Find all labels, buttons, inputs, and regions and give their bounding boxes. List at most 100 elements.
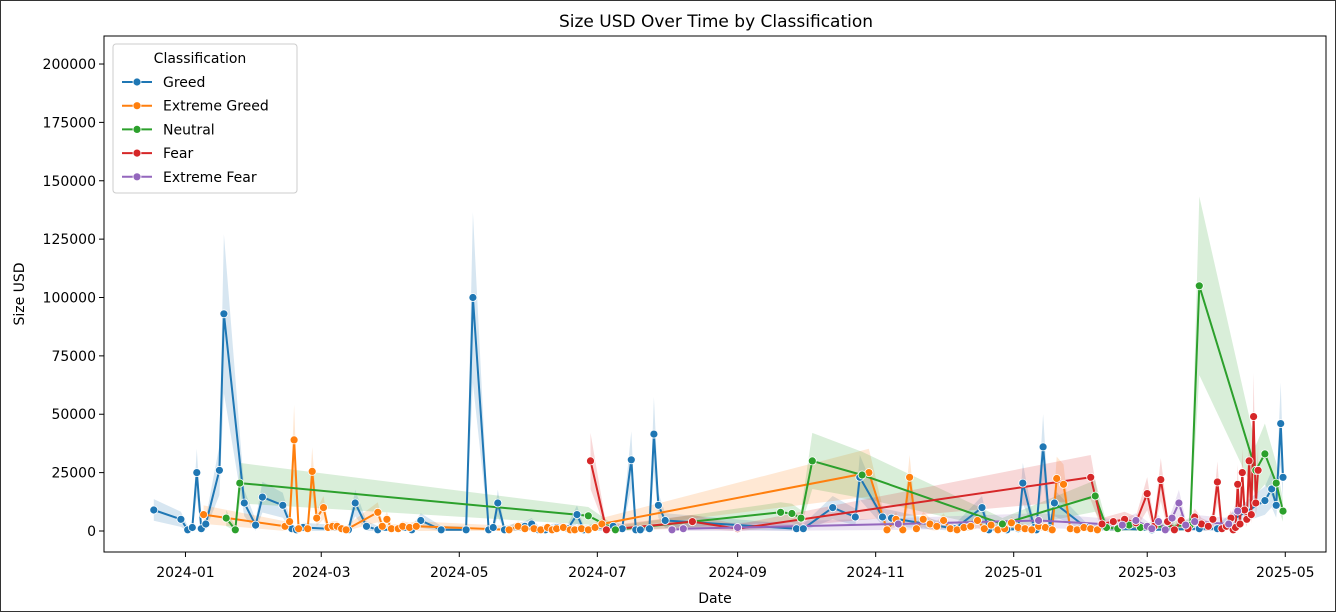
fear-data-point bbox=[586, 456, 595, 466]
extreme-greed-data-point bbox=[294, 524, 304, 534]
greed-data-point bbox=[828, 503, 838, 513]
greed-data-point bbox=[1276, 419, 1286, 429]
extreme-greed-data-point bbox=[1052, 474, 1062, 483]
y-tick-label: 75000 bbox=[51, 349, 96, 365]
extreme-greed-data-point bbox=[377, 521, 387, 531]
extreme-fear-data-point bbox=[1233, 506, 1243, 516]
greed-data-point bbox=[977, 503, 987, 513]
greed-data-point bbox=[798, 524, 808, 534]
y-tick-label: 200000 bbox=[43, 57, 96, 73]
fear-data-point bbox=[688, 517, 697, 526]
x-axis-title: Date bbox=[698, 591, 731, 607]
legend-marker-swatch bbox=[132, 77, 142, 87]
extreme-greed-data-point bbox=[303, 524, 313, 534]
y-tick-label: 125000 bbox=[43, 232, 96, 248]
extreme-greed-data-point bbox=[939, 516, 948, 525]
chart-title: Size USD Over Time by Classification bbox=[559, 12, 873, 32]
fear-data-point bbox=[1235, 519, 1245, 529]
fear-data-point bbox=[1086, 472, 1096, 482]
fear-data-point bbox=[1108, 517, 1118, 526]
extreme-greed-data-point bbox=[1059, 479, 1068, 489]
extreme-fear-data-point bbox=[1160, 525, 1170, 535]
greed-data-point bbox=[149, 505, 159, 515]
y-tick-label: 175000 bbox=[43, 115, 96, 131]
extreme-greed-data-point bbox=[312, 513, 322, 523]
fear-data-point bbox=[1213, 477, 1222, 487]
fear-data-point bbox=[1203, 521, 1213, 531]
fear-data-point bbox=[1097, 519, 1107, 529]
greed-data-point bbox=[1260, 496, 1270, 506]
greed-data-point bbox=[1018, 478, 1028, 488]
fear-data-point bbox=[1251, 498, 1261, 508]
extreme-greed-data-point bbox=[979, 524, 989, 534]
greed-data-point bbox=[187, 523, 197, 532]
greed-data-point bbox=[468, 293, 478, 302]
fear-data-point bbox=[1233, 479, 1243, 489]
extreme-greed-data-point bbox=[1027, 525, 1037, 535]
extreme-greed-data-point bbox=[1047, 525, 1057, 535]
greed-data-point bbox=[461, 525, 471, 535]
greed-data-point bbox=[654, 500, 663, 510]
legend-marker-swatch bbox=[132, 101, 142, 111]
neutral-data-point bbox=[796, 513, 806, 523]
greed-data-point bbox=[416, 516, 426, 525]
extreme-fear-data-point bbox=[1190, 517, 1200, 526]
extreme-greed-data-point bbox=[973, 516, 982, 525]
x-tick-label: 2024-07 bbox=[568, 565, 627, 581]
extreme-greed-data-point bbox=[905, 472, 914, 482]
extreme-greed-data-point bbox=[411, 521, 421, 531]
greed-data-point bbox=[660, 516, 670, 525]
neutral-data-point bbox=[998, 519, 1007, 529]
fear-data-point bbox=[1244, 456, 1254, 466]
plot-area-frame bbox=[103, 35, 1327, 553]
extreme-greed-data-point bbox=[597, 519, 607, 529]
legend-item-neutral: Neutral bbox=[122, 122, 215, 138]
extreme-fear-data-point bbox=[1131, 516, 1141, 525]
extreme-greed-data-point bbox=[912, 524, 921, 534]
extreme-fear-data-point bbox=[1167, 513, 1177, 523]
greed-data-point bbox=[1271, 500, 1281, 510]
y-tick-label: 25000 bbox=[51, 466, 96, 482]
extreme-fear-data-point bbox=[1117, 520, 1127, 530]
greed-data-point bbox=[1038, 442, 1048, 452]
neutral-data-point bbox=[583, 511, 593, 521]
extreme-greed-data-point bbox=[986, 520, 996, 530]
greed-data-point bbox=[201, 519, 211, 529]
greed-data-point bbox=[572, 510, 582, 519]
extreme-fear-data-point bbox=[1154, 517, 1163, 526]
extreme-greed-data-point bbox=[898, 525, 908, 535]
legend-item-extreme-greed: Extreme Greed bbox=[122, 99, 269, 115]
extreme-greed-data-point bbox=[1007, 518, 1016, 528]
x-tick-label: 2024-11 bbox=[846, 565, 905, 581]
greed-data-point bbox=[493, 498, 503, 508]
extreme-fear-data-point bbox=[1181, 520, 1191, 530]
greed-data-point bbox=[176, 514, 186, 524]
extreme-greed-data-point bbox=[966, 521, 976, 531]
legend-box bbox=[112, 43, 298, 194]
greed-data-point bbox=[878, 512, 887, 522]
legend-item-extreme-fear: Extreme Fear bbox=[122, 170, 257, 186]
greed-data-point bbox=[488, 523, 498, 532]
greed-data-point bbox=[192, 468, 202, 478]
x-axis: 2024-01 2024-03 2024-05 2024-07 2024-09 2024-… bbox=[156, 552, 1315, 581]
greed-data-point bbox=[850, 512, 860, 522]
y-axis: 0 25000 50000 75000 100000 125000 150000 175000… bbox=[43, 57, 104, 540]
greed-data-point bbox=[219, 309, 229, 319]
legend-label: Extreme Fear bbox=[163, 170, 257, 186]
y-tick-label: 50000 bbox=[51, 407, 96, 423]
greed-data-point bbox=[257, 492, 267, 502]
greed-data-point bbox=[350, 498, 360, 508]
extreme-greed-data-point bbox=[373, 507, 383, 517]
extreme-fear-data-point bbox=[1147, 524, 1157, 534]
neutral-confidence-band bbox=[226, 196, 1284, 531]
extreme-greed-data-point bbox=[341, 525, 351, 535]
legend-label: Neutral bbox=[163, 122, 215, 138]
extreme-fear-data-point bbox=[893, 519, 903, 529]
x-tick-label: 2025-01 bbox=[984, 565, 1043, 581]
y-tick-label: 100000 bbox=[43, 291, 96, 307]
fear-data-point bbox=[1246, 510, 1256, 519]
neutral-data-point bbox=[1278, 506, 1288, 516]
extreme-fear-data-point bbox=[667, 525, 677, 535]
y-tick-label: 150000 bbox=[43, 174, 96, 190]
